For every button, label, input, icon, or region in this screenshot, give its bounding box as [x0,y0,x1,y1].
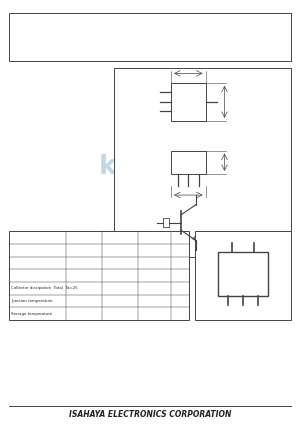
Text: Collector dissipation  Total  Ta=25: Collector dissipation Total Ta=25 [11,286,78,290]
Text: Storage temperature: Storage temperature [11,312,52,316]
Text: z: z [150,152,165,179]
Text: ЭЛЕКТРОННЫЙ  ПОРТАЛ: ЭЛЕКТРОННЫЙ ПОРТАЛ [127,178,206,183]
Text: a: a [123,150,141,176]
Bar [171,83,206,121]
Bar [195,231,291,320]
Text: Junction temperature: Junction temperature [11,299,53,303]
Bar [114,68,291,257]
Text: ISAHAYA ELECTRONICS CORPORATION: ISAHAYA ELECTRONICS CORPORATION [69,410,231,419]
Bar [9,231,189,320]
Bar [163,218,169,227]
Text: s: s [200,153,216,179]
Text: k: k [99,154,117,181]
Bar [9,13,291,61]
Text: .ru: .ru [226,155,246,167]
Bar [218,251,268,296]
Bar [171,151,206,174]
Text: u: u [176,149,194,175]
